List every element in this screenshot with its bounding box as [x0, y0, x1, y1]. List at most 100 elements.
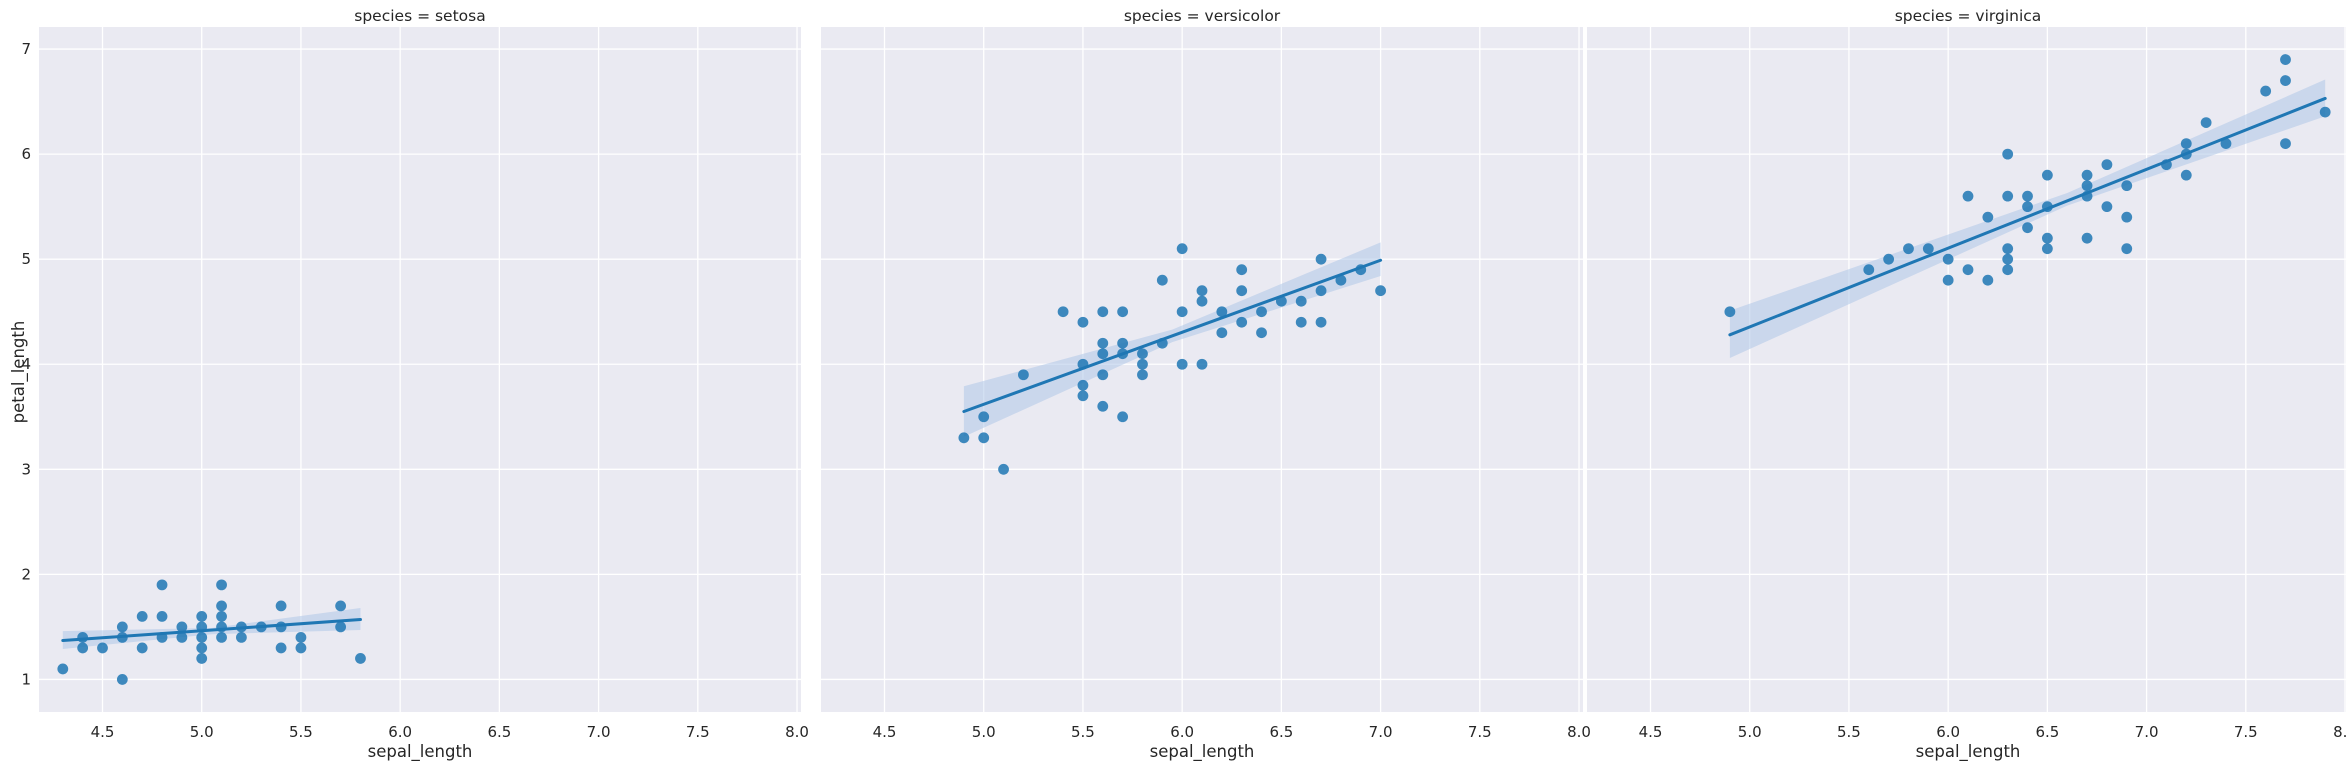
x-tick-label: 4.5: [1639, 723, 1663, 741]
data-point: [176, 632, 188, 643]
x-tick-label: 7.0: [587, 723, 611, 741]
x-tick-label: 7.0: [2135, 723, 2159, 741]
data-point: [1097, 369, 1109, 381]
data-point: [1315, 285, 1327, 297]
data-point: [1295, 295, 1307, 307]
y-tick-label: 7: [21, 40, 31, 58]
data-point: [1335, 274, 1347, 286]
data-point: [2002, 190, 2014, 202]
data-point: [2081, 169, 2093, 181]
data-point: [1256, 306, 1267, 318]
x-tick-label: 5.0: [190, 723, 214, 741]
data-point: [136, 610, 148, 622]
data-point: [1724, 306, 1736, 318]
data-point: [1196, 295, 1208, 307]
data-point: [2280, 54, 2291, 65]
data-point: [2180, 138, 2192, 150]
data-point: [1315, 316, 1327, 328]
data-point: [1982, 274, 1994, 286]
data-point: [998, 463, 1009, 475]
x-tick-label: 5.5: [1837, 723, 1861, 741]
data-point: [196, 642, 208, 654]
x-tick-label: 6.0: [388, 723, 412, 741]
data-point: [335, 600, 347, 612]
data-point: [2200, 117, 2212, 129]
data-point: [275, 600, 287, 612]
x-axis-label: sepal_length: [1150, 742, 1255, 762]
data-point: [1176, 358, 1188, 370]
data-point: [295, 632, 307, 643]
x-tick-label: 4.5: [873, 723, 897, 741]
data-point: [196, 632, 208, 643]
data-point: [216, 610, 227, 622]
panels-layer: 4.5 5.0 5.5 6.0 6.5 7.0 7.5 8.0 1 2 3 4 5 6 7 species =…: [21, 7, 2346, 762]
y-tick-label: 1: [21, 670, 31, 688]
data-point: [355, 653, 366, 664]
data-point: [335, 621, 347, 633]
data-point: [2002, 253, 2014, 265]
x-tick-label: 6.5: [1269, 723, 1293, 741]
data-point: [2319, 106, 2331, 118]
data-point: [2041, 169, 2053, 181]
data-point: [1216, 306, 1228, 318]
data-point: [1196, 285, 1208, 297]
data-point: [77, 642, 89, 654]
y-tick-label: 4: [21, 355, 31, 373]
y-tick-label: 3: [21, 460, 31, 478]
data-point: [1077, 379, 1089, 391]
data-point: [1117, 411, 1129, 423]
data-point: [2260, 85, 2272, 97]
data-point: [1942, 253, 1954, 265]
data-point: [1176, 243, 1188, 255]
data-point: [2002, 148, 2014, 160]
x-tick-label: 6.0: [1936, 723, 1960, 741]
confidence-band: [1729, 79, 2326, 358]
data-point: [2101, 201, 2113, 213]
data-point: [1176, 306, 1188, 318]
data-point: [1962, 264, 1974, 276]
data-point: [1375, 285, 1386, 297]
confidence-band: [963, 242, 1381, 437]
data-point: [1295, 316, 1307, 328]
data-point: [116, 621, 128, 633]
data-point: [2002, 264, 2014, 276]
data-point: [176, 621, 188, 633]
data-point: [1077, 316, 1089, 328]
x-axis-label: sepal_length: [368, 742, 473, 762]
data-point: [216, 632, 227, 643]
x-tick-label: 6.5: [2035, 723, 2059, 741]
x-tick-label: 7.0: [1369, 723, 1393, 741]
x-tick-label: 5.0: [1738, 723, 1762, 741]
data-point: [2022, 201, 2033, 213]
data-point: [275, 642, 287, 654]
x-axis-label: sepal_length: [1916, 742, 2021, 762]
data-point: [156, 610, 168, 622]
data-point: [1196, 358, 1208, 370]
data-point: [1117, 337, 1129, 349]
data-point: [2121, 211, 2133, 223]
data-point: [196, 653, 208, 664]
data-point: [1922, 243, 1934, 255]
data-point: [1942, 274, 1954, 286]
data-point: [2002, 243, 2014, 255]
data-point: [1077, 390, 1089, 402]
data-point: [1137, 348, 1148, 360]
data-point: [1903, 243, 1914, 255]
data-point: [196, 610, 208, 622]
data-point: [978, 432, 990, 444]
data-point: [1982, 211, 1994, 223]
data-point: [295, 642, 307, 654]
data-point: [97, 642, 108, 654]
data-point: [236, 632, 247, 643]
data-point: [958, 432, 970, 444]
data-point: [116, 674, 128, 685]
x-tick-label: 6.0: [1170, 723, 1194, 741]
x-tick-label: 7.5: [2234, 723, 2258, 741]
data-point: [2041, 243, 2053, 255]
confidence-band: [62, 607, 361, 649]
data-point: [1863, 264, 1875, 276]
data-point: [1057, 306, 1069, 318]
x-tick-label: 6.5: [487, 723, 511, 741]
data-point: [1236, 316, 1248, 328]
facet-panel: 4.5 5.0 5.5 6.0 6.5 7.0 7.5 8.0 1 2 3 4 5 6 7 species =…: [21, 7, 809, 762]
